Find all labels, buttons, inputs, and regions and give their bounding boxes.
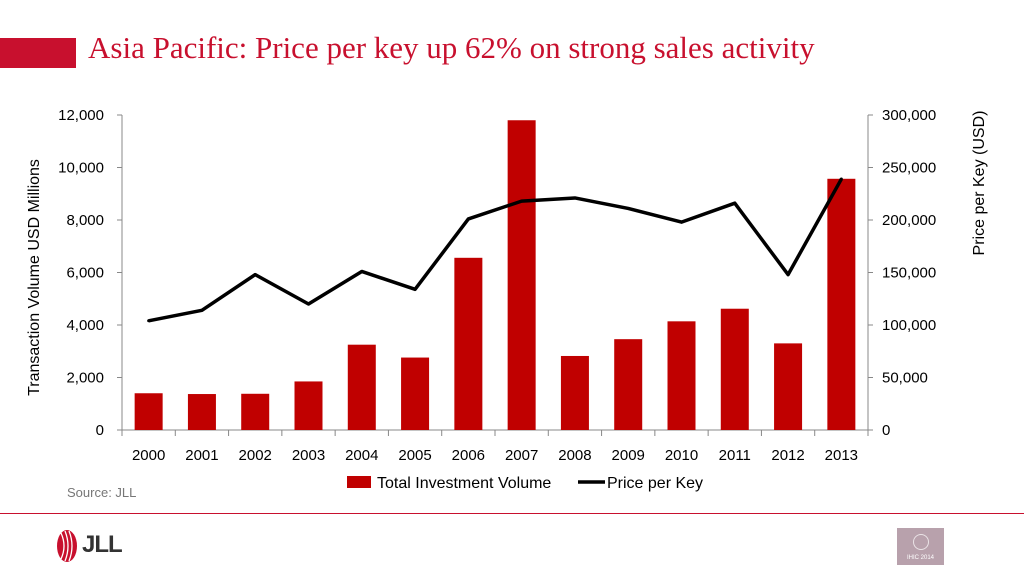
badge-label: IHIC 2014 xyxy=(906,555,934,561)
line-point-2007 xyxy=(520,199,524,203)
bar-2007 xyxy=(507,120,536,430)
line-point-2005 xyxy=(413,287,417,291)
line-point-2006 xyxy=(466,217,470,221)
y-tick-label: 12,000 xyxy=(58,107,104,124)
x-tick-label: 2005 xyxy=(398,447,431,464)
x-tick-label: 2010 xyxy=(665,447,698,464)
page-title: Asia Pacific: Price per key up 62% on st… xyxy=(88,30,815,65)
line-point-2010 xyxy=(680,220,683,224)
y-tick-label: 8,000 xyxy=(66,212,104,229)
footer-divider xyxy=(0,513,1024,514)
y2-tick-label: 50,000 xyxy=(882,370,928,387)
price-per-key-line xyxy=(148,178,843,323)
title-accent-bar xyxy=(0,38,76,68)
y2-tick-label: 250,000 xyxy=(882,160,936,177)
x-tick-label: 2008 xyxy=(558,447,591,464)
x-tick-label: 2000 xyxy=(132,447,165,464)
bar-2004 xyxy=(347,344,376,430)
legend: Total Investment Volume Price per Key xyxy=(347,475,703,492)
bar-2005 xyxy=(401,357,430,430)
line-point-2012 xyxy=(786,273,790,277)
y-tick-label: 10,000 xyxy=(58,160,104,177)
line-point-2011 xyxy=(733,201,737,205)
bar-2009 xyxy=(614,339,643,430)
y-tick-label: 0 xyxy=(96,422,104,439)
y-axis-title: Transaction Volume USD Millions xyxy=(26,159,43,396)
y-tick-label: 6,000 xyxy=(66,265,104,282)
x-tick-label: 2003 xyxy=(292,447,325,464)
bar-2008 xyxy=(560,355,589,430)
x-tick-label: 2009 xyxy=(612,447,645,464)
x-tick-label: 2001 xyxy=(185,447,218,464)
line-point-2003 xyxy=(307,302,310,306)
jll-logo-icon xyxy=(57,530,77,562)
seal-icon xyxy=(913,534,929,550)
x-tick-label: 2011 xyxy=(719,447,751,464)
line-point-2002 xyxy=(253,273,257,277)
x-tick-label: 2002 xyxy=(239,447,272,464)
y-tick-label: 4,000 xyxy=(66,317,104,334)
line-point-2000 xyxy=(147,319,151,323)
bar-2010 xyxy=(667,321,696,430)
bar-2003 xyxy=(294,381,323,430)
y2-tick-label: 0 xyxy=(882,422,890,439)
line-point-2001 xyxy=(200,308,204,312)
x-tick-label: 2012 xyxy=(771,447,804,464)
bar-2011 xyxy=(720,308,749,430)
y2-tick-label: 150,000 xyxy=(882,265,936,282)
line-point-2008 xyxy=(573,196,577,200)
y-tick-label: 2,000 xyxy=(66,370,104,387)
line-point-2013 xyxy=(839,177,843,181)
logo-wordmark: JLL xyxy=(82,531,123,558)
y2-axis-title: Price per Key (USD) xyxy=(971,111,988,256)
tick-labels: 0 2,000 4,000 6,000 8,000 10,000 12,000 0 50,000… xyxy=(26,107,988,464)
axes xyxy=(117,114,873,436)
bar-series xyxy=(134,120,856,430)
legend-bar-label: Total Investment Volume xyxy=(377,475,551,492)
source-note: Source: JLL xyxy=(67,485,137,500)
x-tick-label: 2004 xyxy=(345,447,378,464)
line-point-2004 xyxy=(360,269,364,273)
x-tick-label: 2006 xyxy=(452,447,485,464)
line-series xyxy=(147,177,843,323)
x-tick-label: 2013 xyxy=(825,447,858,464)
line-point-2009 xyxy=(626,206,630,210)
bar-2002 xyxy=(241,393,270,430)
bar-2006 xyxy=(454,257,483,430)
y2-tick-label: 300,000 xyxy=(882,107,936,124)
legend-line-label: Price per Key xyxy=(607,475,703,492)
y2-tick-label: 100,000 xyxy=(882,317,936,334)
bar-2000 xyxy=(134,393,163,430)
bar-2001 xyxy=(187,394,216,430)
x-tick-label: 2007 xyxy=(505,447,538,464)
y2-tick-label: 200,000 xyxy=(882,212,936,229)
event-badge: IHIC 2014 xyxy=(897,528,944,565)
bar-2012 xyxy=(774,343,803,430)
legend-bar-swatch xyxy=(347,476,371,488)
bar-2013 xyxy=(827,178,856,430)
